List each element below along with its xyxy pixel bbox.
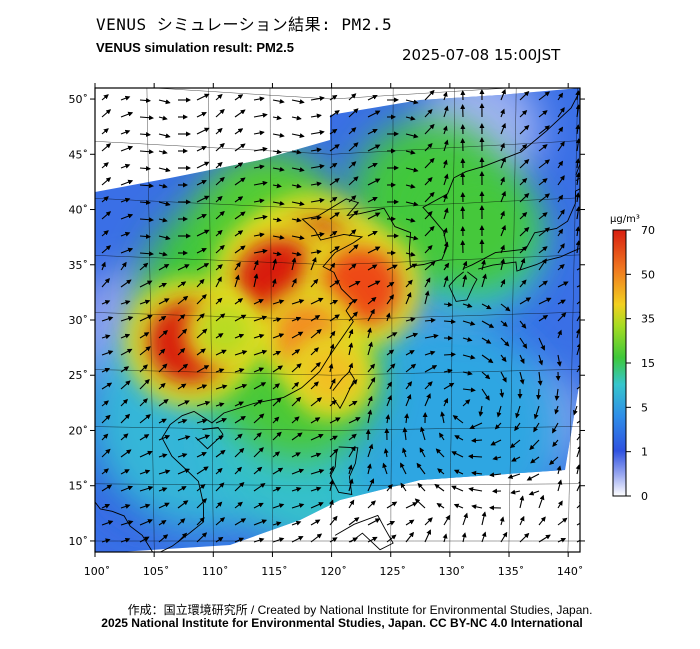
- title-japanese: VENUS シミュレーション結果: PM2.5: [96, 15, 393, 34]
- colorbar-tick-label: 0: [641, 490, 648, 503]
- colorbar-ticks: 70 50 35 15 5 1 0: [626, 224, 655, 503]
- lon-tick-label: 115˚: [261, 565, 288, 578]
- lon-tick-label: 100˚: [84, 565, 111, 578]
- credit-copyright: 2025 National Institute for Environmenta…: [101, 616, 583, 630]
- concentration-field: [95, 88, 580, 552]
- lon-tick-label: 120˚: [320, 565, 347, 578]
- colorbar-gradient: [612, 229, 627, 497]
- lat-tick-label: 50˚: [69, 93, 89, 106]
- pm25-map: 50˚ 45˚ 40˚ 35˚ 30˚ 25˚ 20˚ 15˚ 10˚ 100˚ 105˚ 110˚ 1…: [69, 83, 655, 578]
- forecast-timestamp: 2025-07-08 15:00JST: [402, 46, 561, 64]
- colorbar-tick-label: 1: [641, 446, 648, 459]
- lat-tick-label: 25˚: [69, 369, 89, 382]
- lon-tick-label: 140˚: [557, 565, 584, 578]
- lon-tick-label: 125˚: [379, 565, 406, 578]
- lon-tick-label: 105˚: [143, 565, 170, 578]
- map-axes: 50˚ 45˚ 40˚ 35˚ 30˚ 25˚ 20˚ 15˚ 10˚ 100˚ 105˚ 110˚ 1…: [69, 83, 585, 578]
- lat-tick-label: 20˚: [69, 424, 89, 437]
- title-english: VENUS simulation result: PM2.5: [96, 40, 294, 55]
- colorbar: μg/m³ 70 50 35 15 5 1 0: [610, 214, 655, 503]
- lat-tick-label: 15˚: [69, 480, 89, 493]
- lon-tick-label: 130˚: [439, 565, 466, 578]
- coastlines: [95, 89, 580, 552]
- lat-tick-label: 35˚: [69, 259, 89, 272]
- colorbar-tick-label: 15: [641, 357, 655, 370]
- credit-creator: 作成：国立環境研究所 / Created by National Institu…: [127, 603, 593, 617]
- colorbar-tick-label: 70: [641, 224, 655, 237]
- lon-tick-label: 110˚: [202, 565, 229, 578]
- wind-vectors: [101, 88, 580, 544]
- colorbar-tick-label: 35: [641, 313, 655, 326]
- lat-tick-label: 30˚: [69, 314, 89, 327]
- colorbar-unit: μg/m³: [610, 214, 640, 225]
- lat-tick-label: 45˚: [69, 148, 89, 161]
- colorbar-tick-label: 50: [641, 268, 655, 281]
- lon-tick-label: 135˚: [498, 565, 525, 578]
- lat-tick-label: 10˚: [69, 535, 89, 548]
- lat-tick-label: 40˚: [69, 204, 89, 217]
- colorbar-tick-label: 5: [641, 401, 648, 414]
